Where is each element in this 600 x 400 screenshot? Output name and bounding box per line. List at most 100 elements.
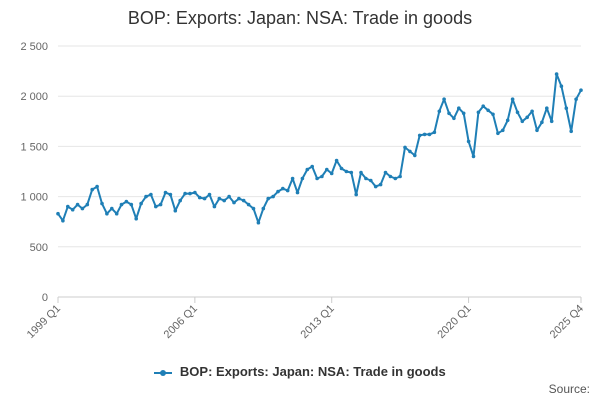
data-point[interactable] xyxy=(144,194,148,199)
data-point[interactable] xyxy=(447,111,451,116)
data-point[interactable] xyxy=(388,174,393,179)
data-point[interactable] xyxy=(569,129,573,134)
data-point[interactable] xyxy=(139,201,143,206)
data-point[interactable] xyxy=(188,191,192,196)
data-point[interactable] xyxy=(486,108,490,113)
data-point[interactable] xyxy=(158,202,163,207)
data-point[interactable] xyxy=(452,116,456,121)
data-point[interactable] xyxy=(457,106,461,110)
data-point[interactable] xyxy=(300,176,305,181)
data-point[interactable] xyxy=(222,198,226,203)
data-point[interactable] xyxy=(549,119,554,124)
data-point[interactable] xyxy=(129,202,134,207)
data-point[interactable] xyxy=(437,109,442,114)
data-point[interactable] xyxy=(183,191,187,196)
data-point[interactable] xyxy=(325,167,329,172)
data-point[interactable] xyxy=(241,198,246,203)
data-point[interactable] xyxy=(574,97,578,101)
data-point[interactable] xyxy=(496,131,500,136)
data-point[interactable] xyxy=(80,206,85,211)
data-point[interactable] xyxy=(290,176,295,181)
data-point[interactable] xyxy=(276,189,280,194)
data-point[interactable] xyxy=(95,184,99,189)
data-point[interactable] xyxy=(202,196,207,201)
data-point[interactable] xyxy=(75,202,80,207)
data-point[interactable] xyxy=(163,190,168,195)
data-point[interactable] xyxy=(295,190,300,195)
data-point[interactable] xyxy=(320,174,324,179)
data-point[interactable] xyxy=(520,119,525,124)
data-point[interactable] xyxy=(510,97,515,101)
data-point[interactable] xyxy=(359,170,363,175)
data-point[interactable] xyxy=(305,167,310,172)
data-point[interactable] xyxy=(134,216,138,221)
data-point[interactable] xyxy=(232,200,236,205)
data-point[interactable] xyxy=(329,171,334,176)
data-point[interactable] xyxy=(515,110,520,115)
data-point[interactable] xyxy=(56,211,60,216)
data-point[interactable] xyxy=(105,211,109,216)
legend[interactable]: BOP: Exports: Japan: NSA: Trade in goods xyxy=(0,364,600,379)
data-point[interactable] xyxy=(193,190,197,195)
data-point[interactable] xyxy=(559,84,564,88)
data-point[interactable] xyxy=(369,178,373,183)
data-point[interactable] xyxy=(70,207,75,212)
data-point[interactable] xyxy=(271,194,275,199)
data-point[interactable] xyxy=(491,112,495,117)
data-point[interactable] xyxy=(178,198,182,203)
data-point[interactable] xyxy=(461,111,466,116)
data-point[interactable] xyxy=(408,149,412,154)
data-point[interactable] xyxy=(554,72,559,76)
data-point[interactable] xyxy=(266,196,271,201)
data-point[interactable] xyxy=(505,118,510,123)
data-point[interactable] xyxy=(197,195,202,200)
data-point[interactable] xyxy=(413,153,417,158)
data-point[interactable] xyxy=(476,110,481,115)
data-point[interactable] xyxy=(349,170,354,175)
data-point[interactable] xyxy=(124,199,129,204)
data-point[interactable] xyxy=(261,206,266,211)
data-point[interactable] xyxy=(256,220,261,225)
data-point[interactable] xyxy=(119,202,124,207)
data-point[interactable] xyxy=(373,184,378,189)
data-point[interactable] xyxy=(85,202,90,207)
data-point[interactable] xyxy=(334,158,339,163)
data-point[interactable] xyxy=(154,204,158,209)
data-point[interactable] xyxy=(168,192,173,197)
data-point[interactable] xyxy=(579,88,583,92)
data-point[interactable] xyxy=(281,186,285,191)
data-point[interactable] xyxy=(442,97,446,101)
data-point[interactable] xyxy=(315,176,319,181)
data-point[interactable] xyxy=(227,194,231,199)
data-point[interactable] xyxy=(251,206,256,211)
data-point[interactable] xyxy=(114,211,119,216)
data-point[interactable] xyxy=(427,132,432,137)
data-point[interactable] xyxy=(217,196,222,201)
data-point[interactable] xyxy=(398,174,402,179)
data-point[interactable] xyxy=(285,188,290,193)
data-point[interactable] xyxy=(564,106,569,110)
data-point[interactable] xyxy=(61,218,65,223)
data-point[interactable] xyxy=(173,208,178,213)
data-point[interactable] xyxy=(339,166,344,171)
data-point[interactable] xyxy=(90,187,94,192)
data-point[interactable] xyxy=(530,109,534,114)
data-point[interactable] xyxy=(481,104,486,108)
data-point[interactable] xyxy=(545,106,549,110)
data-point[interactable] xyxy=(383,170,388,175)
data-point[interactable] xyxy=(100,201,104,206)
data-point[interactable] xyxy=(354,192,359,197)
data-point[interactable] xyxy=(471,154,476,159)
data-point[interactable] xyxy=(540,120,544,125)
data-point[interactable] xyxy=(432,130,437,135)
data-point[interactable] xyxy=(501,128,505,133)
data-point[interactable] xyxy=(417,133,422,138)
data-point[interactable] xyxy=(535,128,539,133)
data-point[interactable] xyxy=(212,204,217,209)
data-point[interactable] xyxy=(344,169,349,174)
data-point[interactable] xyxy=(422,132,427,137)
data-point[interactable] xyxy=(149,192,153,197)
data-point[interactable] xyxy=(237,196,241,201)
data-point[interactable] xyxy=(110,206,114,211)
data-point[interactable] xyxy=(66,204,70,209)
